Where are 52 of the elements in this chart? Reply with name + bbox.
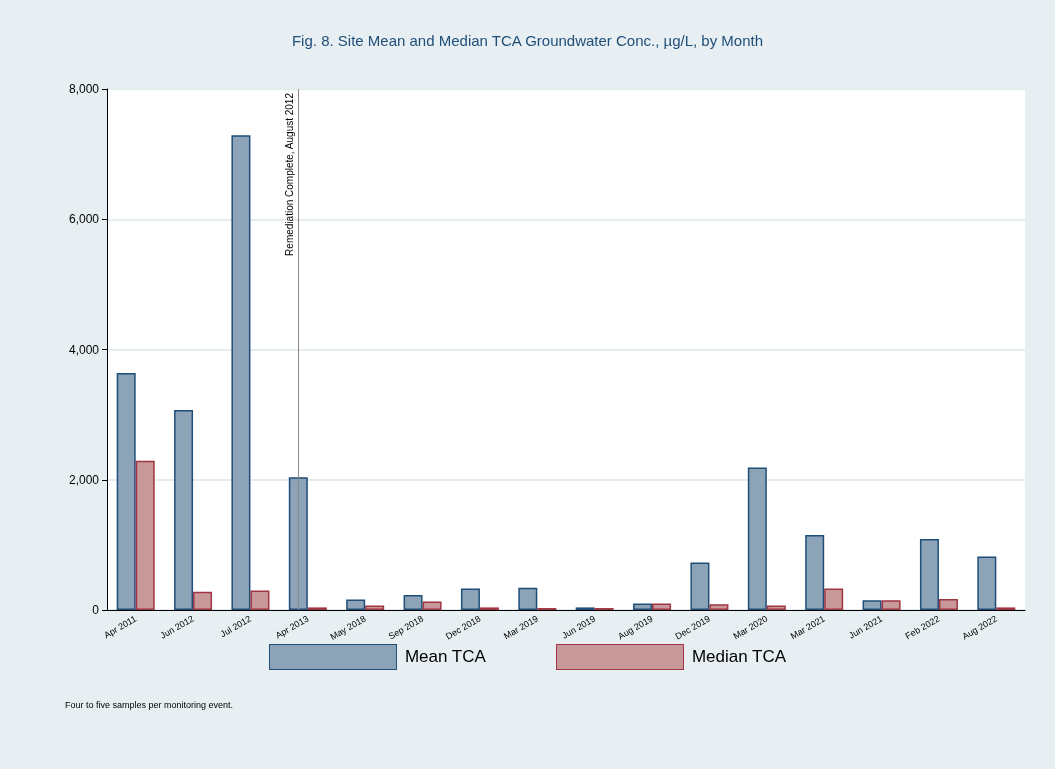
bar xyxy=(116,372,136,610)
bar xyxy=(288,477,308,610)
text: Four to five samples per monitoring event. xyxy=(65,699,234,710)
x-tick-label: Jul 2012 xyxy=(218,613,253,640)
y-tick-label: 4,000 xyxy=(68,342,100,357)
bar xyxy=(174,410,194,610)
bar xyxy=(747,467,767,610)
bar xyxy=(231,135,251,610)
x-tick-label: Dec 2019 xyxy=(673,613,712,642)
y-tick-label: 2,000 xyxy=(68,472,100,487)
bar xyxy=(690,562,710,610)
x-tick-label: Apr 2013 xyxy=(273,613,311,641)
bar xyxy=(135,460,155,610)
bar xyxy=(938,598,958,610)
bar xyxy=(460,588,480,610)
bar xyxy=(250,590,270,610)
bar xyxy=(193,591,213,610)
bar xyxy=(881,600,901,610)
bar xyxy=(824,588,844,610)
x-tick-label: Aug 2019 xyxy=(616,613,655,642)
y-tick-label: 8,000 xyxy=(68,82,100,96)
x-tick-label: Jun 2021 xyxy=(847,613,885,641)
bar xyxy=(422,601,442,610)
x-tick-label: Mar 2020 xyxy=(731,613,770,642)
bar xyxy=(919,539,939,610)
bar xyxy=(862,600,882,610)
x-tick-label: Jun 2012 xyxy=(158,613,196,641)
bar xyxy=(766,605,786,610)
x-tick-label: May 2018 xyxy=(328,613,368,643)
x-tick-label: Mar 2021 xyxy=(788,613,827,642)
bar xyxy=(652,603,672,610)
chart-title: Fig. 8. Site Mean and Median TCA Groundwater Conc., µg/L, by Month xyxy=(291,32,764,49)
x-tick-label: Jun 2019 xyxy=(560,613,598,641)
bar xyxy=(805,535,825,610)
y-tick-label: 6,000 xyxy=(68,212,100,227)
y-tick-label: 0 xyxy=(92,603,100,617)
text: Mean TCA xyxy=(404,647,486,667)
x-tick-label: Mar 2019 xyxy=(501,613,540,642)
x-tick-label: Apr 2011 xyxy=(102,613,139,641)
ref-line-label: Remediation Complete, August 2012 xyxy=(283,92,295,256)
bar xyxy=(365,605,385,610)
bar xyxy=(346,599,366,610)
bar xyxy=(709,604,729,610)
text: Median TCA xyxy=(691,647,787,667)
bar xyxy=(977,556,997,610)
x-tick-label: Feb 2022 xyxy=(903,613,942,642)
bar xyxy=(403,595,423,610)
bar xyxy=(518,587,538,610)
x-tick-label: Dec 2018 xyxy=(444,613,483,642)
bar xyxy=(633,603,653,610)
x-tick-label: Sep 2018 xyxy=(386,613,426,642)
x-tick-label: Aug 2022 xyxy=(960,613,999,642)
